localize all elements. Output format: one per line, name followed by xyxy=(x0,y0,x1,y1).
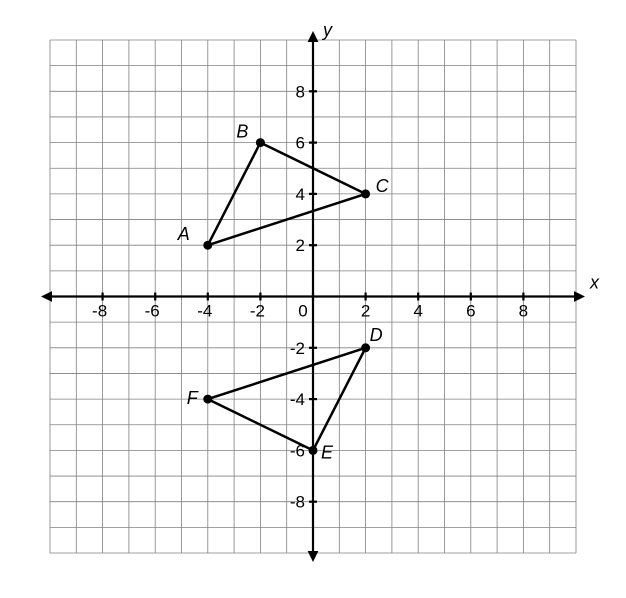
x-tick-label: -8 xyxy=(92,302,107,321)
vertex-label: E xyxy=(321,442,334,462)
y-tick-label: -8 xyxy=(290,493,305,512)
y-tick-label: 2 xyxy=(296,236,305,255)
vertex-label: B xyxy=(236,122,248,142)
vertex-label: C xyxy=(376,176,390,196)
x-tick-label: 0 xyxy=(298,302,307,321)
x-tick-label: -2 xyxy=(250,302,265,321)
vertex-point xyxy=(256,138,265,147)
coordinate-chart: -8-6-4-202468-8-6-4-22468xyABCDEF xyxy=(20,20,606,573)
y-tick-label: 8 xyxy=(296,82,305,101)
coordinate-plane-svg: -8-6-4-202468-8-6-4-22468xyABCDEF xyxy=(20,20,606,573)
x-tick-label: 8 xyxy=(519,302,528,321)
y-tick-label: 4 xyxy=(296,185,305,204)
y-tick-label: 6 xyxy=(296,134,305,153)
x-tick-label: -6 xyxy=(145,302,160,321)
vertex-point xyxy=(203,395,212,404)
vertex-label: F xyxy=(187,388,199,408)
vertex-point xyxy=(361,189,370,198)
vertex-point xyxy=(203,241,212,250)
x-tick-label: 4 xyxy=(413,302,422,321)
vertex-label: D xyxy=(370,325,383,345)
y-axis-label: y xyxy=(321,20,333,40)
x-tick-label: 2 xyxy=(361,302,370,321)
x-axis-label: x xyxy=(589,273,600,293)
x-tick-label: -4 xyxy=(197,302,212,321)
vertex-point xyxy=(309,446,318,455)
x-tick-label: 6 xyxy=(466,302,475,321)
y-tick-label: -2 xyxy=(290,339,305,358)
y-tick-label: -4 xyxy=(290,390,305,409)
vertex-label: A xyxy=(177,224,190,244)
